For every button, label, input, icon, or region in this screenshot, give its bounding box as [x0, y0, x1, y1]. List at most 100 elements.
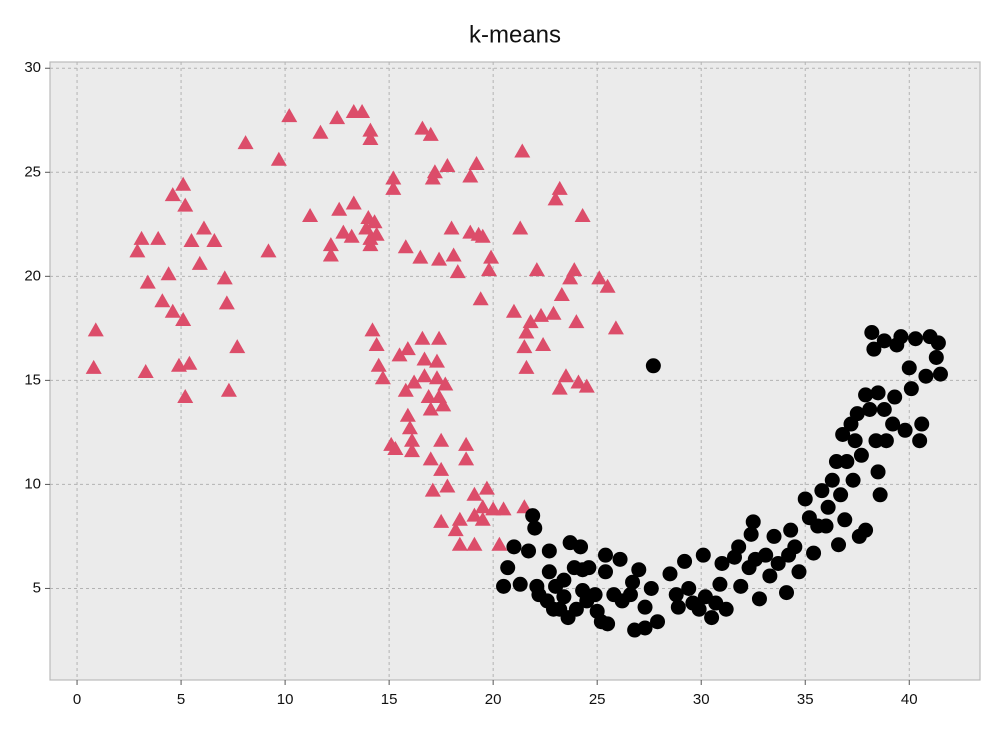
- triangle-point: [175, 176, 192, 191]
- triangle-point: [362, 237, 379, 252]
- y-tick-label: 5: [33, 579, 41, 596]
- circle-point: [820, 499, 836, 515]
- triangle-point: [364, 322, 381, 337]
- circle-point: [598, 564, 614, 580]
- triangle-point: [206, 232, 223, 247]
- triangle-point: [485, 501, 502, 516]
- triangle-point: [281, 108, 298, 123]
- circle-point: [908, 331, 924, 347]
- circle-point: [870, 385, 886, 401]
- triangle-point: [599, 278, 616, 293]
- circle-point: [849, 406, 865, 422]
- circle-point: [932, 366, 948, 382]
- triangle-point: [412, 249, 429, 264]
- circle-point: [872, 487, 888, 503]
- circle-point: [645, 358, 661, 374]
- circle-point: [556, 589, 572, 605]
- circle-point: [876, 401, 892, 417]
- triangle-point: [466, 507, 483, 522]
- triangle-point: [218, 295, 235, 310]
- chart-title: k-means: [469, 21, 561, 48]
- circle-point: [814, 483, 830, 499]
- circle-point: [862, 401, 878, 417]
- circle-point: [828, 454, 844, 470]
- triangle-point: [414, 330, 431, 345]
- triangle-point: [533, 307, 550, 322]
- circle-point: [818, 518, 834, 534]
- circle-point: [743, 526, 759, 542]
- triangle-point: [422, 451, 439, 466]
- circle-point: [758, 547, 774, 563]
- axes: 0 5 10 15 20 25 30 35 40 5 10 15 20 25 30: [24, 59, 917, 708]
- marks: [85, 103, 948, 638]
- circle-point: [622, 587, 638, 603]
- circle-point: [858, 522, 874, 538]
- circle-point: [527, 520, 543, 536]
- triangle-point: [137, 364, 154, 379]
- circle-point: [637, 620, 653, 636]
- triangle-point: [445, 247, 462, 262]
- plot-area: [49, 61, 981, 681]
- triangle-point: [329, 110, 346, 125]
- circle-point: [712, 576, 728, 592]
- triangle-point: [85, 359, 102, 374]
- triangle-point: [220, 382, 237, 397]
- triangle-point: [522, 314, 539, 329]
- triangle-point: [358, 220, 375, 235]
- circle-point: [506, 539, 522, 555]
- triangle-point: [312, 124, 329, 139]
- triangle-point: [483, 249, 500, 264]
- triangle-point: [433, 461, 450, 476]
- circle-point: [893, 329, 909, 345]
- triangle-point: [514, 143, 531, 158]
- triangle-point: [177, 389, 194, 404]
- circle-point: [870, 464, 886, 480]
- triangle-point: [551, 380, 568, 395]
- triangle-point: [447, 522, 464, 537]
- triangle-point: [191, 255, 208, 270]
- triangle-point: [362, 130, 379, 145]
- circle-point: [681, 580, 697, 596]
- triangle-point: [368, 226, 385, 241]
- x-tick-label: 15: [381, 691, 398, 708]
- y-tick-label: 15: [24, 371, 41, 388]
- triangle-point: [260, 243, 277, 258]
- triangle-point: [458, 451, 475, 466]
- triangle-point: [399, 341, 416, 356]
- x-tick-label: 30: [693, 691, 710, 708]
- circle-point: [733, 578, 749, 594]
- triangle-point: [435, 397, 452, 412]
- triangle-point: [437, 376, 454, 391]
- circle-point: [878, 433, 894, 449]
- circle-point: [824, 472, 840, 488]
- circle-point: [625, 574, 641, 590]
- circle-point: [864, 325, 880, 341]
- circle-point: [912, 433, 928, 449]
- triangle-point: [385, 180, 402, 195]
- triangle-point: [270, 151, 287, 166]
- circle-point: [866, 341, 882, 357]
- triangle-point: [416, 368, 433, 383]
- circle-point: [662, 566, 678, 582]
- circle-point: [751, 591, 767, 607]
- circle-point: [887, 389, 903, 405]
- triangle-point: [322, 247, 339, 262]
- triangle-point: [428, 370, 445, 385]
- circle-point: [704, 610, 720, 626]
- circle-point: [691, 601, 707, 617]
- triangle-point: [495, 501, 512, 516]
- triangle-point: [451, 511, 468, 526]
- circle-point: [587, 587, 603, 603]
- triangle-point: [404, 443, 421, 458]
- triangle-point: [414, 120, 431, 135]
- triangle-point: [458, 436, 475, 451]
- triangle-point: [401, 420, 418, 435]
- circle-point: [783, 522, 799, 538]
- circle-point: [837, 512, 853, 528]
- circle-point: [631, 562, 647, 578]
- triangle-point: [87, 322, 104, 337]
- triangle-point: [474, 499, 491, 514]
- triangle-point: [416, 351, 433, 366]
- triangle-point: [154, 293, 171, 308]
- triangle-point: [547, 191, 564, 206]
